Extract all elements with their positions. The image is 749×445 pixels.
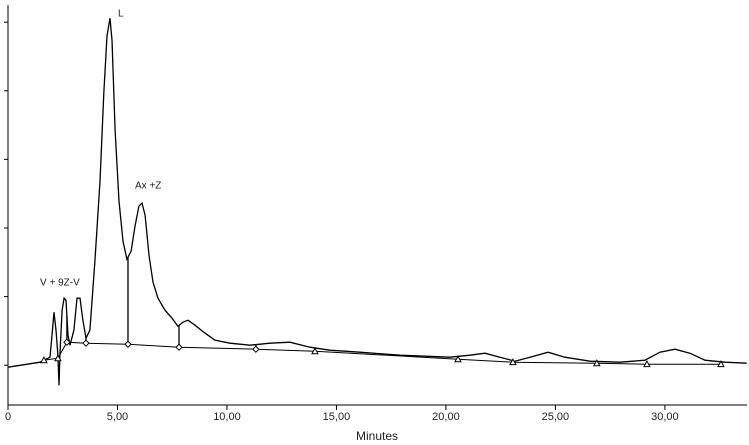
x-tick-label: 15,00 — [323, 411, 351, 423]
triangle-marker — [454, 355, 462, 363]
triangle-marker — [717, 360, 725, 368]
triangle-marker — [509, 358, 517, 366]
x-tick-label: 0 — [5, 411, 11, 423]
triangle-marker — [643, 360, 651, 368]
triangle-marker — [311, 347, 319, 355]
diamond-marker — [175, 343, 183, 351]
trace — [7, 18, 747, 386]
x-tick-label: 10,00 — [213, 411, 241, 423]
x-tick-label: 5,00 — [107, 411, 128, 423]
x-tick-label: 20,00 — [432, 411, 460, 423]
baseline — [43, 341, 721, 365]
triangle-marker — [592, 359, 601, 367]
diamond-marker — [82, 339, 90, 347]
triangle-marker — [54, 354, 62, 362]
diamond-marker — [252, 345, 260, 353]
peak-annotation: V + 9Z-V — [40, 278, 80, 289]
peak-annotation: L — [118, 9, 124, 20]
x-tick-label: 30,00 — [651, 411, 679, 423]
x-tick-label: 25,00 — [542, 411, 570, 423]
x-axis-title: Minutes — [356, 429, 398, 443]
diamond-marker — [124, 340, 132, 348]
triangle-marker — [40, 356, 48, 364]
peak-annotation: Ax +Z — [135, 181, 161, 192]
diamond-marker — [63, 338, 71, 346]
